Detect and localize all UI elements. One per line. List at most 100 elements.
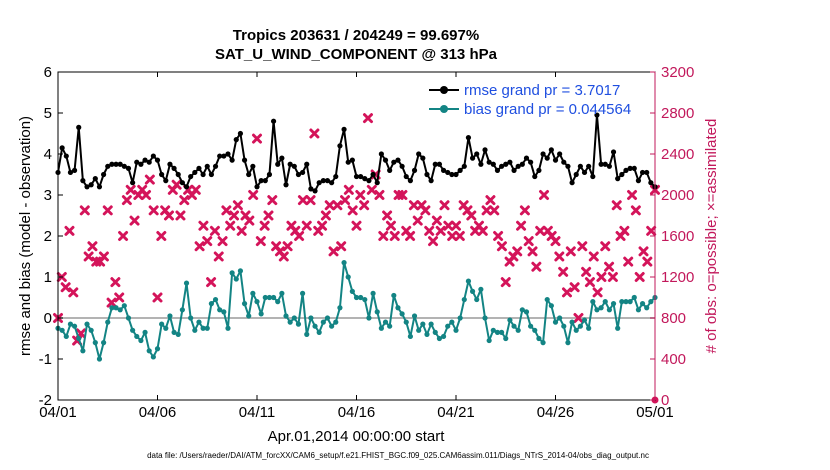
rmse-point	[407, 178, 413, 184]
x-tick-label: 04/11	[239, 404, 275, 421]
obs-assimilated-marker	[259, 220, 270, 231]
bias-point	[453, 327, 459, 333]
rmse-point	[503, 161, 509, 167]
bias-point	[635, 307, 642, 313]
bias-point	[387, 323, 393, 329]
obs-marker-cross	[259, 220, 270, 231]
obs-marker-cross	[581, 266, 592, 277]
bias-point	[71, 323, 78, 329]
bias-point	[648, 299, 654, 305]
obs-marker-cross	[561, 287, 572, 298]
obs-assimilated-marker	[485, 195, 496, 206]
obs-assimilated-marker	[332, 200, 343, 211]
rmse-point	[465, 135, 472, 141]
bias-point	[192, 327, 198, 333]
bias-point	[241, 301, 248, 307]
bias-point	[519, 307, 525, 313]
obs-marker-cross	[516, 220, 527, 231]
obs-assimilated-marker	[466, 210, 477, 221]
bias-point	[196, 319, 202, 325]
obs-marker-cross	[527, 246, 538, 257]
rmse-point	[602, 161, 608, 167]
obs-marker-cross	[232, 200, 243, 211]
obs-assimilated-marker	[179, 195, 190, 206]
bias-point	[67, 321, 74, 327]
obs-marker-cross	[141, 190, 152, 200]
bias-point	[358, 294, 364, 301]
obs-marker-cross	[336, 241, 347, 252]
obs-assimilated-marker	[623, 256, 634, 267]
obs-assimilated-marker	[263, 210, 274, 221]
obs-marker-cross	[366, 184, 377, 195]
bias-point	[623, 299, 629, 305]
bias-point	[353, 294, 360, 301]
obs-marker-cross	[255, 236, 266, 247]
obs-marker-cross	[355, 190, 366, 200]
obs-marker-cross	[569, 282, 580, 293]
bias-point	[378, 325, 384, 331]
rmse-point	[345, 159, 351, 165]
rmse-point	[457, 167, 463, 173]
bias-point	[457, 315, 463, 321]
x-tick-label: 04/26	[537, 404, 575, 421]
rmse-point	[416, 151, 422, 157]
rmse-point	[333, 173, 339, 180]
rmse-point	[594, 112, 600, 118]
rmse-point	[67, 169, 74, 176]
obs-assimilated-marker	[68, 287, 79, 298]
bias-point	[548, 303, 554, 309]
bias-point	[515, 327, 521, 333]
obs-assimilated-marker	[539, 190, 550, 200]
bias-point	[254, 299, 260, 305]
bias-point	[333, 319, 339, 325]
obs-marker-cross	[500, 277, 511, 288]
obs-marker-cross	[152, 292, 163, 303]
chart-title: Tropics 203631 / 204249 = 99.697% SAT_U_…	[215, 27, 498, 63]
rmse-point	[619, 171, 625, 178]
obs-assimilated-marker	[252, 133, 262, 144]
rmse-point	[440, 167, 447, 173]
obs-assimilated-marker	[98, 251, 109, 262]
rmse-point	[490, 161, 496, 167]
obs-assimilated-marker	[202, 236, 213, 247]
obs-assimilated-marker	[194, 241, 205, 252]
bias-point	[113, 305, 119, 311]
obs-assimilated-marker	[477, 225, 488, 236]
obs-assimilated-marker	[554, 251, 565, 262]
obs-marker-cross	[236, 225, 247, 236]
obs-assimilated-marker	[297, 195, 308, 206]
obs-marker-cross	[485, 195, 496, 206]
rmse-point	[312, 188, 318, 194]
obs-assimilated-marker	[229, 210, 240, 221]
bias-point	[362, 296, 368, 303]
rmse-point	[200, 171, 206, 178]
obs-marker-cross	[523, 236, 534, 247]
rmse-point	[598, 161, 604, 167]
bias-point	[117, 307, 123, 313]
right-y-tick-label: 2800	[661, 105, 694, 122]
bias-point	[511, 323, 517, 329]
rmse-point	[204, 163, 210, 169]
rmse-point	[507, 159, 513, 165]
rmse-point	[179, 180, 185, 186]
bias-point	[366, 315, 372, 321]
rmse-point	[142, 157, 148, 163]
obs-marker-cross	[535, 225, 546, 236]
bias-point	[606, 307, 612, 313]
rmse-point	[469, 155, 476, 161]
obs-marker-cross	[213, 251, 224, 262]
obs-marker-cross	[550, 236, 561, 247]
obs-marker-cross	[324, 200, 335, 211]
rmse-point	[300, 169, 306, 176]
bias-point	[403, 319, 409, 325]
obs-marker-cross	[454, 231, 465, 241]
x-tick-label: 04/21	[437, 404, 475, 421]
rmse-point	[320, 178, 326, 184]
bias-point	[594, 307, 600, 313]
rmse-point	[275, 161, 281, 167]
bias-point	[175, 331, 181, 337]
obs-assimilated-marker	[309, 128, 320, 139]
rmse-point	[486, 159, 492, 165]
obs-marker-cross	[305, 195, 316, 206]
